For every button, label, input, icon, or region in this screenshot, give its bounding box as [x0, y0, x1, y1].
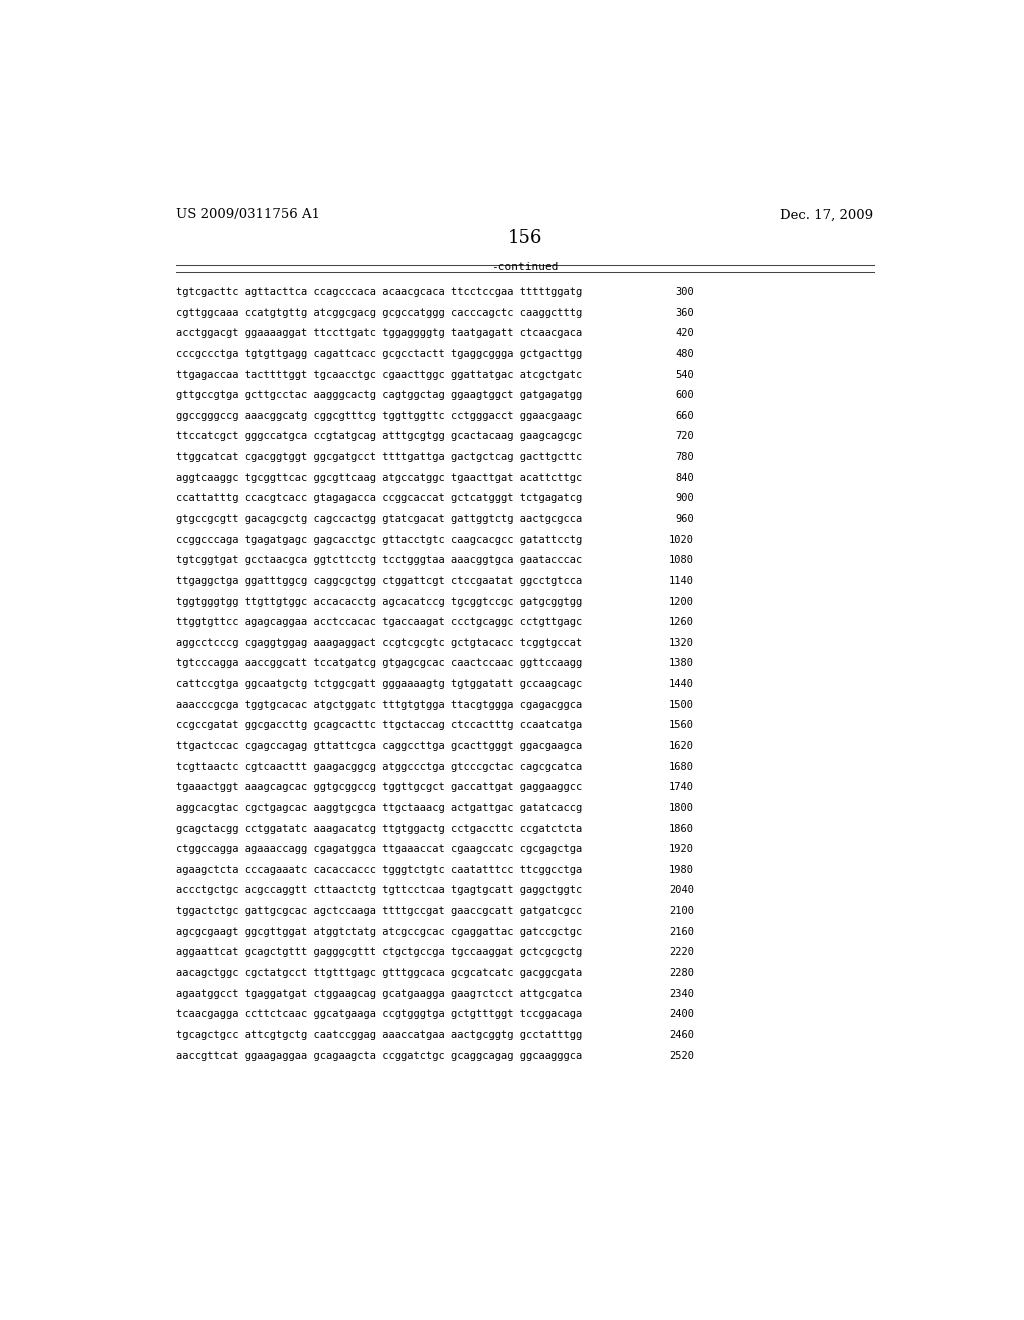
Text: 600: 600 [675, 391, 693, 400]
Text: 1440: 1440 [669, 678, 693, 689]
Text: agaagctcta cccagaaatc cacaccaccc tgggtctgtc caatatttcc ttcggcctga: agaagctcta cccagaaatc cacaccaccc tgggtct… [176, 865, 583, 875]
Text: 1320: 1320 [669, 638, 693, 648]
Text: gttgccgtga gcttgcctac aagggcactg cagtggctag ggaagtggct gatgagatgg: gttgccgtga gcttgcctac aagggcactg cagtggc… [176, 391, 583, 400]
Text: gcagctacgg cctggatatc aaagacatcg ttgtggactg cctgaccttc ccgatctcta: gcagctacgg cctggatatc aaagacatcg ttgtgga… [176, 824, 583, 833]
Text: Dec. 17, 2009: Dec. 17, 2009 [780, 209, 873, 222]
Text: 2100: 2100 [669, 906, 693, 916]
Text: 2400: 2400 [669, 1010, 693, 1019]
Text: 1560: 1560 [669, 721, 693, 730]
Text: tgaaactggt aaagcagcac ggtgcggccg tggttgcgct gaccattgat gaggaaggcc: tgaaactggt aaagcagcac ggtgcggccg tggttgc… [176, 783, 583, 792]
Text: 1500: 1500 [669, 700, 693, 710]
Text: aaacccgcga tggtgcacac atgctggatc tttgtgtgga ttacgtggga cgagacggca: aaacccgcga tggtgcacac atgctggatc tttgtgt… [176, 700, 583, 710]
Text: 2340: 2340 [669, 989, 693, 999]
Text: 2280: 2280 [669, 968, 693, 978]
Text: 2460: 2460 [669, 1030, 693, 1040]
Text: ttgaggctga ggatttggcg caggcgctgg ctggattcgt ctccgaatat ggcctgtcca: ttgaggctga ggatttggcg caggcgctgg ctggatt… [176, 576, 583, 586]
Text: 780: 780 [675, 451, 693, 462]
Text: 1860: 1860 [669, 824, 693, 833]
Text: tggactctgc gattgcgcac agctccaaga ttttgccgat gaaccgcatt gatgatcgcc: tggactctgc gattgcgcac agctccaaga ttttgcc… [176, 906, 583, 916]
Text: 660: 660 [675, 411, 693, 421]
Text: 540: 540 [675, 370, 693, 380]
Text: ccattatttg ccacgtcacc gtagagacca ccggcaccat gctcatgggt tctgagatcg: ccattatttg ccacgtcacc gtagagacca ccggcac… [176, 494, 583, 503]
Text: cccgccctga tgtgttgagg cagattcacc gcgcctactt tgaggcggga gctgacttgg: cccgccctga tgtgttgagg cagattcacc gcgccta… [176, 348, 583, 359]
Text: tcgttaactc cgtcaacttt gaagacggcg atggccctga gtcccgctac cagcgcatca: tcgttaactc cgtcaacttt gaagacggcg atggccc… [176, 762, 583, 772]
Text: 960: 960 [675, 513, 693, 524]
Text: 1920: 1920 [669, 845, 693, 854]
Text: aggaattcat gcagctgttt gagggcgttt ctgctgccga tgccaaggat gctcgcgctg: aggaattcat gcagctgttt gagggcgttt ctgctgc… [176, 948, 583, 957]
Text: 156: 156 [508, 230, 542, 247]
Text: aggcctcccg cgaggtggag aaagaggact ccgtcgcgtc gctgtacacc tcggtgccat: aggcctcccg cgaggtggag aaagaggact ccgtcgc… [176, 638, 583, 648]
Text: 2160: 2160 [669, 927, 693, 937]
Text: 2040: 2040 [669, 886, 693, 895]
Text: tcaacgagga ccttctcaac ggcatgaaga ccgtgggtga gctgtttggt tccggacaga: tcaacgagga ccttctcaac ggcatgaaga ccgtggg… [176, 1010, 583, 1019]
Text: 1140: 1140 [669, 576, 693, 586]
Text: ggccgggccg aaacggcatg cggcgtttcg tggttggttc cctgggacct ggaacgaagc: ggccgggccg aaacggcatg cggcgtttcg tggttgg… [176, 411, 583, 421]
Text: 1080: 1080 [669, 556, 693, 565]
Text: tggtgggtgg ttgttgtggc accacacctg agcacatccg tgcggtccgc gatgcggtgg: tggtgggtgg ttgttgtggc accacacctg agcacat… [176, 597, 583, 606]
Text: 900: 900 [675, 494, 693, 503]
Text: US 2009/0311756 A1: US 2009/0311756 A1 [176, 209, 321, 222]
Text: aacagctggc cgctatgcct ttgtttgagc gtttggcaca gcgcatcatc gacggcgata: aacagctggc cgctatgcct ttgtttgagc gtttggc… [176, 968, 583, 978]
Text: cgttggcaaa ccatgtgttg atcggcgacg gcgccatggg cacccagctc caaggctttg: cgttggcaaa ccatgtgttg atcggcgacg gcgccat… [176, 308, 583, 318]
Text: 1740: 1740 [669, 783, 693, 792]
Text: 1680: 1680 [669, 762, 693, 772]
Text: ccgccgatat ggcgaccttg gcagcacttc ttgctaccag ctccactttg ccaatcatga: ccgccgatat ggcgaccttg gcagcacttc ttgctac… [176, 721, 583, 730]
Text: cattccgtga ggcaatgctg tctggcgatt gggaaaagtg tgtggatatt gccaagcagc: cattccgtga ggcaatgctg tctggcgatt gggaaaa… [176, 678, 583, 689]
Text: 360: 360 [675, 308, 693, 318]
Text: 1200: 1200 [669, 597, 693, 606]
Text: aggcacgtac cgctgagcac aaggtgcgca ttgctaaacg actgattgac gatatcaccg: aggcacgtac cgctgagcac aaggtgcgca ttgctaa… [176, 803, 583, 813]
Text: 1380: 1380 [669, 659, 693, 668]
Text: ttccatcgct gggccatgca ccgtatgcag atttgcgtgg gcactacaag gaagcagcgc: ttccatcgct gggccatgca ccgtatgcag atttgcg… [176, 432, 583, 441]
Text: 1620: 1620 [669, 741, 693, 751]
Text: 1800: 1800 [669, 803, 693, 813]
Text: 420: 420 [675, 329, 693, 338]
Text: 300: 300 [675, 286, 693, 297]
Text: ttgagaccaa tacttttggt tgcaacctgc cgaacttggc ggattatgac atcgctgatc: ttgagaccaa tacttttggt tgcaacctgc cgaactt… [176, 370, 583, 380]
Text: ctggccagga agaaaccagg cgagatggca ttgaaaccat cgaagccatc cgcgagctga: ctggccagga agaaaccagg cgagatggca ttgaaac… [176, 845, 583, 854]
Text: ccggcccaga tgagatgagc gagcacctgc gttacctgtc caagcacgcc gatattcctg: ccggcccaga tgagatgagc gagcacctgc gttacct… [176, 535, 583, 545]
Text: tgtcgacttc agttacttca ccagcccaca acaacgcaca ttcctccgaa tttttggatg: tgtcgacttc agttacttca ccagcccaca acaacgc… [176, 286, 583, 297]
Text: -continued: -continued [492, 263, 558, 272]
Text: tgcagctgcc attcgtgctg caatccggag aaaccatgaa aactgcggtg gcctatttgg: tgcagctgcc attcgtgctg caatccggag aaaccat… [176, 1030, 583, 1040]
Text: 1020: 1020 [669, 535, 693, 545]
Text: accctgctgc acgccaggtt cttaactctg tgttcctcaa tgagtgcatt gaggctggtc: accctgctgc acgccaggtt cttaactctg tgttcct… [176, 886, 583, 895]
Text: acctggacgt ggaaaaggat ttccttgatc tggaggggtg taatgagatt ctcaacgaca: acctggacgt ggaaaaggat ttccttgatc tggaggg… [176, 329, 583, 338]
Text: 1980: 1980 [669, 865, 693, 875]
Text: ttgactccac cgagccagag gttattcgca caggccttga gcacttgggt ggacgaagca: ttgactccac cgagccagag gttattcgca caggcct… [176, 741, 583, 751]
Text: 720: 720 [675, 432, 693, 441]
Text: ttggtgttcc agagcaggaa acctccacac tgaccaagat ccctgcaggc cctgttgagc: ttggtgttcc agagcaggaa acctccacac tgaccaa… [176, 618, 583, 627]
Text: 2220: 2220 [669, 948, 693, 957]
Text: aggtcaaggc tgcggttcac ggcgttcaag atgccatggc tgaacttgat acattcttgc: aggtcaaggc tgcggttcac ggcgttcaag atgccat… [176, 473, 583, 483]
Text: tgtcggtgat gcctaacgca ggtcttcctg tcctgggtaa aaacggtgca gaatacccac: tgtcggtgat gcctaacgca ggtcttcctg tcctggg… [176, 556, 583, 565]
Text: agaatggcct tgaggatgat ctggaagcag gcatgaagga gaagтctcct attgcgatca: agaatggcct tgaggatgat ctggaagcag gcatgaa… [176, 989, 583, 999]
Text: 1260: 1260 [669, 618, 693, 627]
Text: tgtcccagga aaccggcatt tccatgatcg gtgagcgcac caactccaac ggttccaagg: tgtcccagga aaccggcatt tccatgatcg gtgagcg… [176, 659, 583, 668]
Text: 2520: 2520 [669, 1051, 693, 1060]
Text: 840: 840 [675, 473, 693, 483]
Text: 480: 480 [675, 348, 693, 359]
Text: ttggcatcat cgacggtggt ggcgatgcct ttttgattga gactgctcag gacttgcttc: ttggcatcat cgacggtggt ggcgatgcct ttttgat… [176, 451, 583, 462]
Text: gtgccgcgtt gacagcgctg cagccactgg gtatcgacat gattggtctg aactgcgcca: gtgccgcgtt gacagcgctg cagccactgg gtatcga… [176, 513, 583, 524]
Text: aaccgttcat ggaagaggaa gcagaagcta ccggatctgc gcaggcagag ggcaagggca: aaccgttcat ggaagaggaa gcagaagcta ccggatc… [176, 1051, 583, 1060]
Text: agcgcgaagt ggcgttggat atggtctatg atcgccgcac cgaggattac gatccgctgc: agcgcgaagt ggcgttggat atggtctatg atcgccg… [176, 927, 583, 937]
